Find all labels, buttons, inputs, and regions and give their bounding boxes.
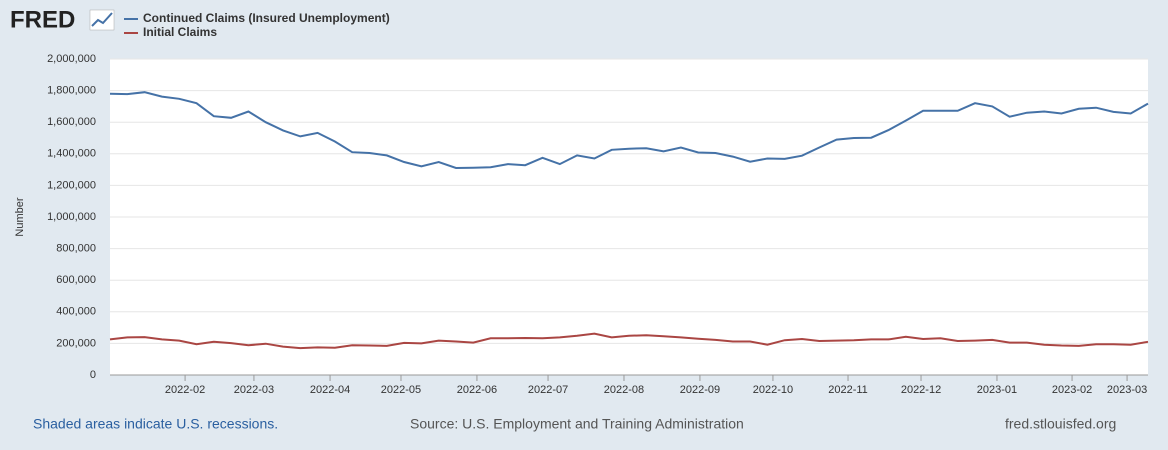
y-tick-label: 600,000 xyxy=(56,274,96,286)
y-tick-label: 400,000 xyxy=(56,306,96,318)
series-line xyxy=(109,91,1149,170)
y-tick-label: 1,800,000 xyxy=(47,85,96,97)
x-tick-label: 2022-10 xyxy=(753,384,793,396)
x-tick-label: 2022-07 xyxy=(528,384,568,396)
x-tick-label: 2023-02 xyxy=(1052,384,1092,396)
y-tick-label: 0 xyxy=(90,369,96,381)
y-tick-label: 1,200,000 xyxy=(47,179,96,191)
y-tick-label: 2,000,000 xyxy=(47,53,96,65)
x-tick-label: 2022-08 xyxy=(604,384,644,396)
y-tick-label: 1,400,000 xyxy=(47,148,96,160)
y-tick-label: 200,000 xyxy=(56,337,96,349)
x-tick-label: 2022-12 xyxy=(901,384,941,396)
y-tick-label: 1,000,000 xyxy=(47,211,96,223)
x-tick-label: 2022-02 xyxy=(165,384,205,396)
x-tick-label: 2022-05 xyxy=(381,384,421,396)
x-tick-label: 2022-09 xyxy=(680,384,720,396)
x-tick-label: 2022-06 xyxy=(457,384,497,396)
x-tick-label: 2023-01 xyxy=(977,384,1017,396)
logo-icon xyxy=(89,9,115,31)
x-tick-label: 2022-04 xyxy=(310,384,350,396)
x-tick-label: 2022-11 xyxy=(828,384,868,396)
legend-label: Initial Claims xyxy=(143,25,217,39)
logo: FRED xyxy=(10,6,75,33)
y-axis-label: Number xyxy=(14,197,26,236)
footnote: Shaded areas indicate U.S. recessions. xyxy=(33,416,278,432)
site: fred.stlouisfed.org xyxy=(1005,416,1116,432)
x-tick-label: 2023-03 xyxy=(1107,384,1147,396)
x-tick-label: 2022-03 xyxy=(234,384,274,396)
y-tick-label: 1,600,000 xyxy=(47,116,96,128)
legend-label: Continued Claims (Insured Unemployment) xyxy=(143,11,390,25)
series-line xyxy=(109,332,1149,350)
source: Source: U.S. Employment and Training Adm… xyxy=(410,416,744,432)
y-tick-label: 800,000 xyxy=(56,243,96,255)
